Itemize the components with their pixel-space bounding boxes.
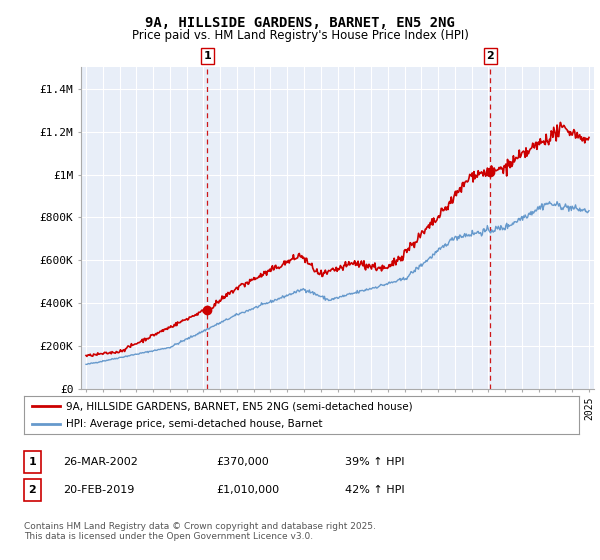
Text: Price paid vs. HM Land Registry's House Price Index (HPI): Price paid vs. HM Land Registry's House … [131, 29, 469, 42]
Text: 1: 1 [29, 457, 36, 467]
Text: 42% ↑ HPI: 42% ↑ HPI [345, 485, 404, 495]
Text: HPI: Average price, semi-detached house, Barnet: HPI: Average price, semi-detached house,… [65, 419, 322, 429]
Text: 9A, HILLSIDE GARDENS, BARNET, EN5 2NG: 9A, HILLSIDE GARDENS, BARNET, EN5 2NG [145, 16, 455, 30]
Text: Contains HM Land Registry data © Crown copyright and database right 2025.
This d: Contains HM Land Registry data © Crown c… [24, 522, 376, 542]
Text: 26-MAR-2002: 26-MAR-2002 [63, 457, 138, 467]
Text: 1: 1 [203, 51, 211, 61]
Text: £370,000: £370,000 [216, 457, 269, 467]
Text: 2: 2 [487, 51, 494, 61]
Text: 2: 2 [29, 485, 36, 495]
Text: £1,010,000: £1,010,000 [216, 485, 279, 495]
Text: 20-FEB-2019: 20-FEB-2019 [63, 485, 134, 495]
Text: 39% ↑ HPI: 39% ↑ HPI [345, 457, 404, 467]
Text: 9A, HILLSIDE GARDENS, BARNET, EN5 2NG (semi-detached house): 9A, HILLSIDE GARDENS, BARNET, EN5 2NG (s… [65, 401, 412, 411]
